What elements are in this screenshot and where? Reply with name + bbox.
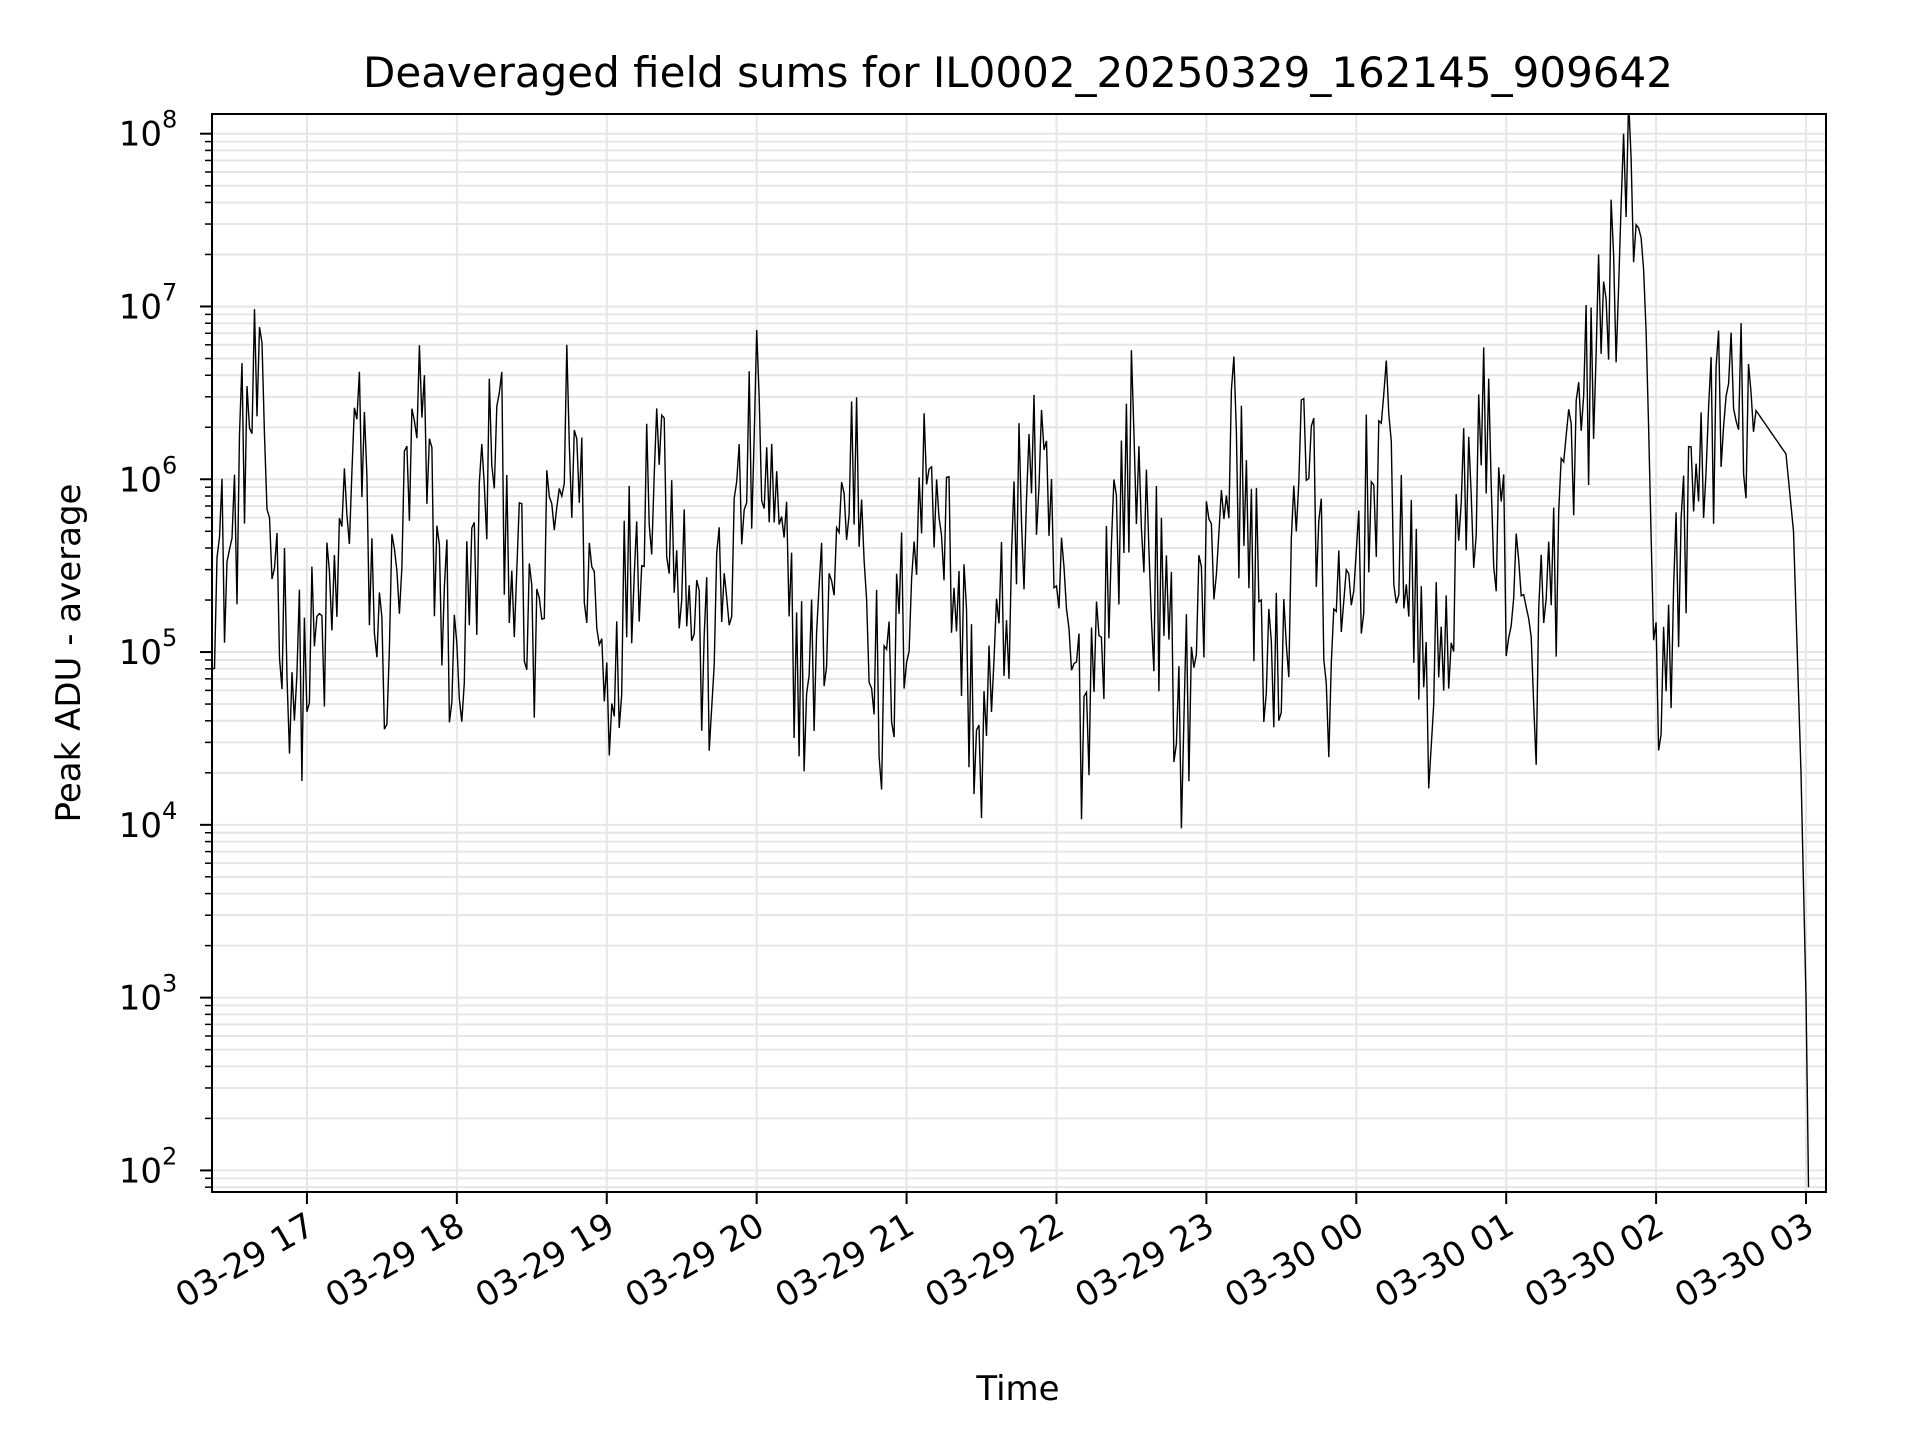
y-axis-label: Peak ADU - average xyxy=(49,484,89,823)
y-tick-label: 10 xyxy=(119,115,162,155)
grid xyxy=(212,114,1826,1192)
series-line xyxy=(212,114,1810,1188)
y-tick-exponent: 2 xyxy=(162,1142,177,1170)
y-tick-label: 10 xyxy=(119,806,162,846)
chart-title: Deaveraged field sums for IL0002_2025032… xyxy=(363,48,1673,97)
y-tick-exponent: 3 xyxy=(162,970,177,998)
series-layer xyxy=(212,114,1810,1188)
x-axis-label: Time xyxy=(975,1369,1059,1409)
y-tick-label: 10 xyxy=(119,460,162,500)
y-tick-exponent: 5 xyxy=(162,624,177,652)
y-tick-label: 10 xyxy=(119,287,162,327)
y-tick-exponent: 8 xyxy=(162,106,177,134)
y-tick-exponent: 4 xyxy=(162,797,177,825)
y-tick-exponent: 6 xyxy=(162,451,177,479)
y-tick-label: 10 xyxy=(119,1151,162,1191)
y-tick-label: 10 xyxy=(119,633,162,673)
y-tick-label: 10 xyxy=(119,979,162,1019)
y-tick-exponent: 7 xyxy=(162,278,177,306)
